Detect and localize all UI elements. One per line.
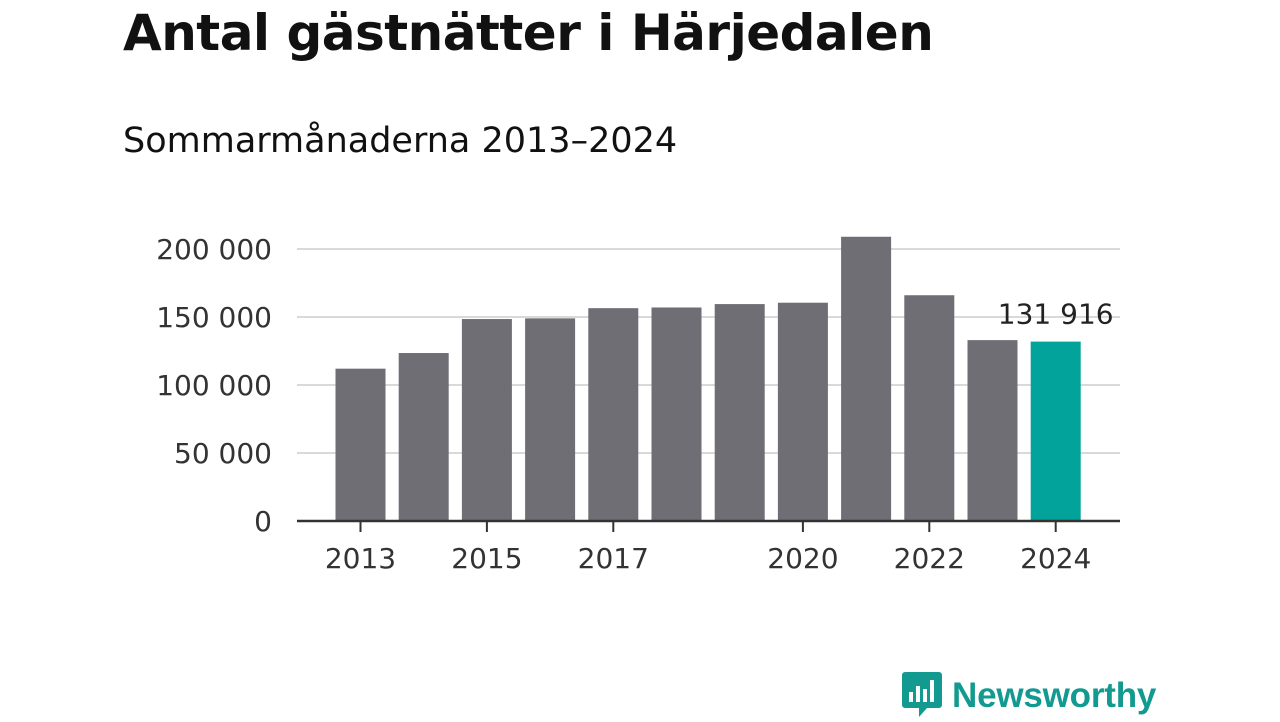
x-tick-label: 2020 [767, 542, 838, 575]
x-tick-label: 2015 [451, 542, 522, 575]
bar-2015 [461, 319, 512, 521]
bar-2017 [588, 308, 639, 521]
y-tick-label: 50 000 [174, 437, 272, 470]
y-tick-label: 0 [254, 505, 272, 538]
bar-2024 [1030, 341, 1081, 521]
y-axis-labels: 0 50 000 100 000 150 000 200 000 [156, 233, 272, 538]
x-axis-labels: 2013 2015 2017 2020 2022 2024 [325, 542, 1091, 575]
newsworthy-logo: Newsworthy [901, 670, 1156, 722]
bar-2020 [777, 302, 828, 521]
x-tick-label: 2017 [578, 542, 649, 575]
bar-2019 [714, 304, 765, 521]
chart-speech-bubble-icon [901, 670, 943, 722]
bar-2013 [335, 368, 386, 521]
bars [335, 236, 1081, 521]
y-tick-label: 100 000 [156, 369, 272, 402]
data-labels: 131 916 [998, 298, 1114, 331]
y-tick-label: 150 000 [156, 301, 272, 334]
bar-2021 [841, 236, 892, 521]
bar-2018 [651, 307, 702, 521]
x-axis [297, 519, 1120, 532]
y-tick-label: 200 000 [156, 233, 272, 266]
brand-name: Newsworthy [952, 676, 1157, 715]
data-label: 131 916 [998, 298, 1114, 331]
bar-2023 [967, 340, 1018, 521]
x-tick-label: 2022 [894, 542, 965, 575]
bar-2014 [398, 353, 449, 521]
x-tick-label: 2024 [1020, 542, 1091, 575]
bar-2022 [904, 295, 955, 521]
bar-2016 [525, 318, 576, 521]
chart-title: Antal gästnätter i Härjedalen [123, 4, 934, 62]
x-tick-label: 2013 [325, 542, 396, 575]
chart-subtitle: Sommarmånaderna 2013–2024 [123, 121, 678, 161]
